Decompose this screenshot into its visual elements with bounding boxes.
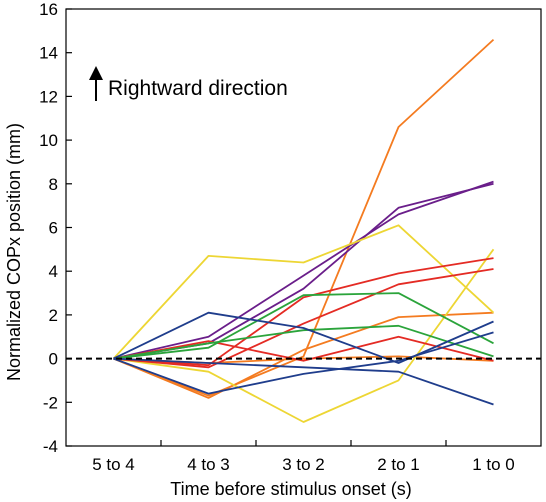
series-line-6 [112,224,495,360]
y-tick-label: 2 [49,306,58,325]
y-tick-label: 0 [49,350,58,369]
y-axis-title: Normalized COPx position (mm) [4,123,24,381]
annotation-text: Rightward direction [108,77,288,100]
series-line-9 [113,268,494,369]
axes: -4 -2 0 2 4 6 8 10 12 14 16 5 to 4 4 to 3 3 to 2 2 to … [39,0,542,474]
y-tick-label: -4 [43,437,58,456]
up-arrow-icon [89,66,103,101]
series-line-10 [113,335,494,362]
x-tick-label: 3 to 2 [282,455,325,474]
series-line-4 [113,182,494,360]
y-tick-label: 12 [39,87,58,106]
x-tick-label: 4 to 3 [187,455,230,474]
series-line-12 [113,324,494,360]
series-line-5 [113,180,494,360]
y-tick-label: 6 [49,219,58,238]
series-line-13 [113,311,494,364]
plot-area [66,38,541,423]
series-line-11 [113,292,494,360]
x-tick-label: 5 to 4 [92,455,135,474]
series-line-14 [113,331,494,395]
x-tick-label: 1 to 0 [472,455,515,474]
y-tick-label: 14 [39,44,58,63]
annotation: Rightward direction [89,66,288,101]
x-tick-label: 2 to 1 [377,455,420,474]
series-line-2 [113,311,494,399]
x-axis-title: Time before stimulus onset (s) [170,479,411,499]
plot-frame [65,8,542,447]
y-tick-label: -2 [43,393,58,412]
series-line-8 [113,257,494,367]
series-line-15 [113,357,494,406]
y-tick-label: 16 [39,0,58,19]
y-tick-label: 4 [49,262,58,281]
y-tick-label: 8 [49,175,58,194]
y-tick-label: 10 [39,131,58,150]
series-line-1 [113,38,495,397]
